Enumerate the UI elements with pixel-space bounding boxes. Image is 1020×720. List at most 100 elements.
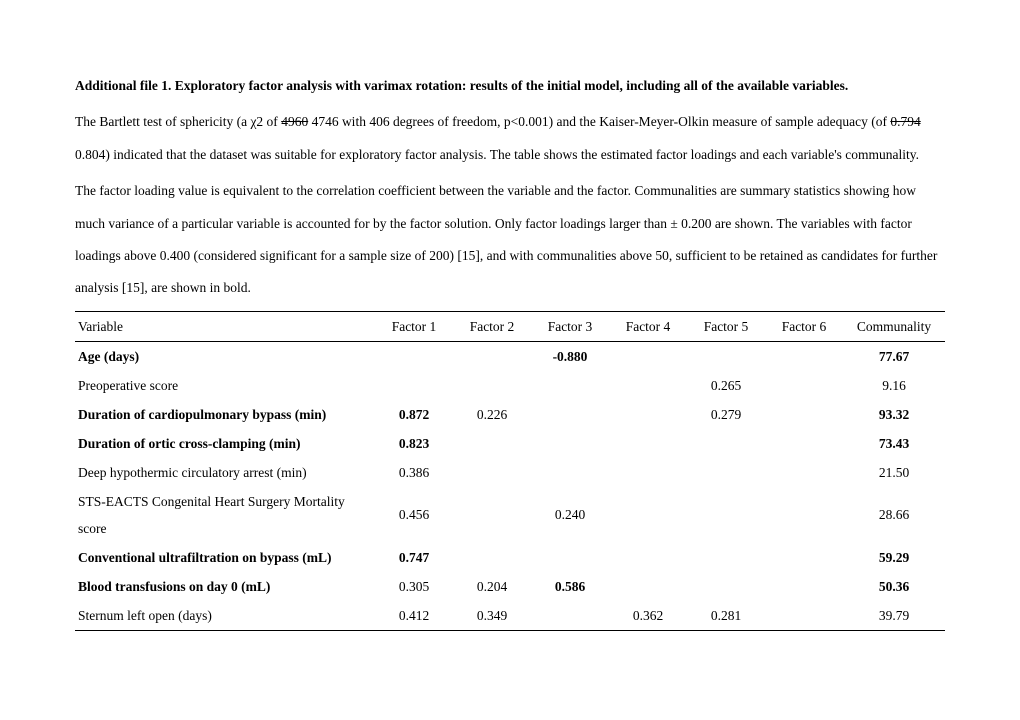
cell-factor <box>453 543 531 572</box>
paragraph-2: The factor loading value is equivalent t… <box>75 175 945 305</box>
col-factor-6: Factor 6 <box>765 311 843 341</box>
cell-variable: Age (days) <box>75 341 375 371</box>
cell-factor <box>765 458 843 487</box>
cell-factor <box>609 572 687 601</box>
cell-factor <box>453 429 531 458</box>
cell-factor: 0.281 <box>687 601 765 631</box>
cell-factor <box>531 429 609 458</box>
cell-factor: 0.872 <box>375 400 453 429</box>
cell-variable: Sternum left open (days) <box>75 601 375 631</box>
table-row: Sternum left open (days)0.4120.349 0.3620… <box>75 601 945 631</box>
cell-factor <box>687 429 765 458</box>
col-factor-3: Factor 3 <box>531 311 609 341</box>
cell-factor: 0.204 <box>453 572 531 601</box>
cell-communality: 59.29 <box>843 543 945 572</box>
cell-factor <box>609 487 687 543</box>
cell-factor: 0.265 <box>687 371 765 400</box>
table-row: Duration of cardiopulmonary bypass (min)… <box>75 400 945 429</box>
cell-factor <box>687 341 765 371</box>
table-row: Blood transfusions on day 0 (mL)0.3050.2… <box>75 572 945 601</box>
col-factor-4: Factor 4 <box>609 311 687 341</box>
cell-factor <box>687 543 765 572</box>
cell-factor <box>765 341 843 371</box>
cell-communality: 77.67 <box>843 341 945 371</box>
cell-factor: 0.412 <box>375 601 453 631</box>
cell-factor <box>453 341 531 371</box>
table-row: Conventional ultrafiltration on bypass (… <box>75 543 945 572</box>
cell-factor <box>609 429 687 458</box>
cell-factor <box>765 429 843 458</box>
cell-factor <box>609 458 687 487</box>
table-row: Preoperative score 0.265 9.16 <box>75 371 945 400</box>
p1-c: 0.804) indicated that the dataset was su… <box>75 147 919 162</box>
cell-variable: Duration of cardiopulmonary bypass (min) <box>75 400 375 429</box>
col-factor-1: Factor 1 <box>375 311 453 341</box>
cell-factor: 0.226 <box>453 400 531 429</box>
p1-b: 4746 with 406 degrees of freedom, p<0.00… <box>308 114 890 129</box>
cell-factor <box>453 487 531 543</box>
cell-factor <box>609 543 687 572</box>
cell-factor <box>765 400 843 429</box>
cell-variable: Deep hypothermic circulatory arrest (min… <box>75 458 375 487</box>
cell-factor <box>531 458 609 487</box>
cell-factor: 0.349 <box>453 601 531 631</box>
cell-factor: 0.823 <box>375 429 453 458</box>
col-factor-2: Factor 2 <box>453 311 531 341</box>
cell-factor: 0.305 <box>375 572 453 601</box>
p1-strike-1: 4960 <box>281 114 308 129</box>
cell-factor <box>687 572 765 601</box>
document-title: Additional file 1. Exploratory factor an… <box>75 70 945 102</box>
cell-factor <box>765 543 843 572</box>
cell-factor <box>531 543 609 572</box>
cell-factor <box>375 341 453 371</box>
cell-factor <box>609 400 687 429</box>
cell-factor: 0.386 <box>375 458 453 487</box>
cell-factor <box>609 341 687 371</box>
cell-factor <box>765 371 843 400</box>
cell-factor <box>531 371 609 400</box>
cell-communality: 93.32 <box>843 400 945 429</box>
col-variable: Variable <box>75 311 375 341</box>
cell-factor <box>531 400 609 429</box>
p1-a: The Bartlett test of sphericity (a χ2 of <box>75 114 281 129</box>
table-row: Deep hypothermic circulatory arrest (min… <box>75 458 945 487</box>
cell-communality: 39.79 <box>843 601 945 631</box>
cell-factor <box>687 487 765 543</box>
cell-variable: Conventional ultrafiltration on bypass (… <box>75 543 375 572</box>
p1-strike-2: 0.794 <box>890 114 920 129</box>
cell-factor <box>765 601 843 631</box>
cell-factor: -0.880 <box>531 341 609 371</box>
cell-factor: 0.240 <box>531 487 609 543</box>
cell-communality: 73.43 <box>843 429 945 458</box>
cell-communality: 9.16 <box>843 371 945 400</box>
cell-factor <box>531 601 609 631</box>
cell-factor: 0.279 <box>687 400 765 429</box>
cell-communality: 50.36 <box>843 572 945 601</box>
cell-variable: Duration of ortic cross-clamping (min) <box>75 429 375 458</box>
cell-factor <box>687 458 765 487</box>
cell-variable: Preoperative score <box>75 371 375 400</box>
table-header-row: Variable Factor 1 Factor 2 Factor 3 Fact… <box>75 311 945 341</box>
cell-factor: 0.586 <box>531 572 609 601</box>
cell-factor <box>453 458 531 487</box>
cell-factor <box>375 371 453 400</box>
col-communality: Communality <box>843 311 945 341</box>
col-factor-5: Factor 5 <box>687 311 765 341</box>
table-row: STS-EACTS Congenital Heart Surgery Morta… <box>75 487 945 543</box>
cell-factor <box>453 371 531 400</box>
table-row: Duration of ortic cross-clamping (min)0.… <box>75 429 945 458</box>
cell-communality: 21.50 <box>843 458 945 487</box>
paragraph-1: The Bartlett test of sphericity (a χ2 of… <box>75 106 945 171</box>
cell-factor: 0.456 <box>375 487 453 543</box>
cell-factor <box>609 371 687 400</box>
cell-communality: 28.66 <box>843 487 945 543</box>
cell-factor <box>765 572 843 601</box>
cell-variable: STS-EACTS Congenital Heart Surgery Morta… <box>75 487 375 543</box>
title-prefix: Additional file 1 <box>75 78 168 93</box>
cell-variable: Blood transfusions on day 0 (mL) <box>75 572 375 601</box>
title-rest: . Exploratory factor analysis with varim… <box>168 78 848 93</box>
cell-factor <box>765 487 843 543</box>
factor-loadings-table: Variable Factor 1 Factor 2 Factor 3 Fact… <box>75 311 945 631</box>
cell-factor: 0.362 <box>609 601 687 631</box>
table-row: Age (days) -0.880 77.67 <box>75 341 945 371</box>
